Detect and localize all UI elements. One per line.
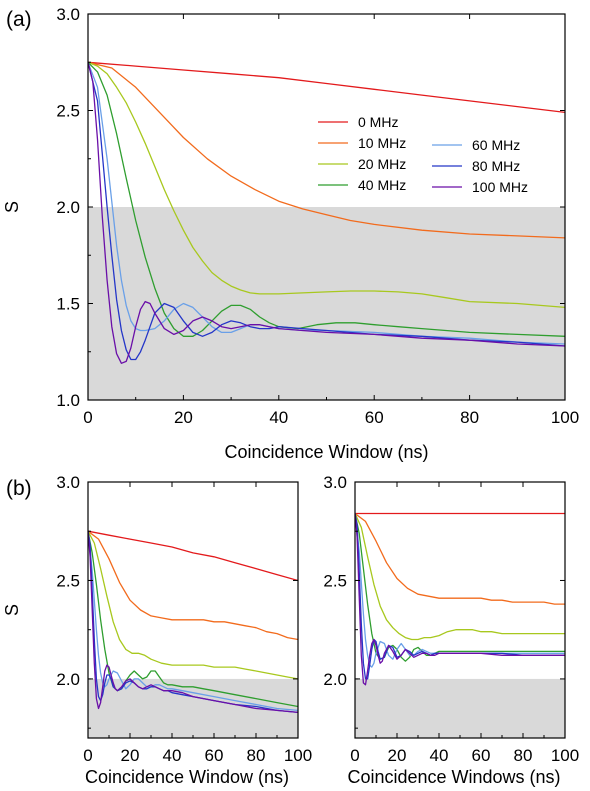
y-tick-label: 2.0 [56, 670, 80, 689]
panel-label-a: (a) [6, 8, 32, 31]
x-axis-label: Coincidence Window (ns) [85, 767, 289, 787]
y-tick-label: 1.0 [56, 391, 80, 410]
y-axis-label: S [2, 604, 22, 616]
series-line-20-mhz [355, 513, 565, 641]
legend-label: 0 MHz [358, 114, 398, 130]
series-line-20-mhz [88, 61, 565, 309]
plots: 0 20 40 60 80 100 1.0 1.5 2.0 2.5 3.0 Coincidence W… [2, 5, 579, 787]
shaded-region [88, 678, 298, 738]
series-line-100-mhz [88, 531, 298, 714]
series-line-100-mhz [88, 62, 565, 364]
series-group [88, 530, 298, 714]
x-tick-label: 40 [269, 408, 288, 427]
x-axis-label: Coincidence Window (ns) [224, 442, 428, 462]
x-tick-label: 0 [83, 408, 92, 427]
x-tick-label: 80 [460, 408, 479, 427]
y-tick-label: 2.0 [323, 670, 347, 689]
panel-b-right: 0 20 40 60 80 100 2.0 2.5 3.0 Coincidence Windows… [323, 473, 579, 787]
series-line-40-mhz [88, 61, 565, 337]
series-line-10-mhz [88, 530, 298, 641]
series-line-20-mhz [88, 530, 298, 680]
legend-label: 10 MHz [358, 135, 406, 151]
x-tick-label: 40 [430, 746, 449, 765]
y-tick-label: 2.5 [56, 102, 80, 121]
y-tick-label: 2.0 [56, 198, 80, 217]
x-tick-label: 60 [472, 746, 491, 765]
y-tick-label: 2.5 [323, 571, 347, 590]
series-group [88, 61, 565, 364]
x-tick-label: 0 [350, 746, 359, 765]
panel-label-b: (b) [6, 477, 32, 500]
y-tick-label: 3.0 [323, 473, 347, 492]
x-axis-label: Coincidence Windows (ns) [347, 767, 560, 787]
x-tick-label: 80 [247, 746, 266, 765]
x-tick-label: 20 [174, 408, 193, 427]
series-line-10-mhz [355, 512, 565, 605]
y-tick-label: 3.0 [56, 473, 80, 492]
legend-label: 60 MHz [472, 137, 520, 153]
series-line-60-mhz [355, 513, 565, 668]
legend-label: 40 MHz [358, 177, 406, 193]
x-tick-label: 60 [205, 746, 224, 765]
series-line-80-mhz [355, 513, 565, 680]
shaded-region [88, 207, 565, 400]
shaded-region [355, 678, 565, 738]
legend-label: 100 MHz [472, 179, 528, 195]
series-line-10-mhz [88, 61, 565, 239]
series-line-80-mhz [88, 62, 565, 361]
x-tick-label: 80 [514, 746, 533, 765]
y-tick-label: 1.5 [56, 295, 80, 314]
x-tick-label: 100 [284, 746, 312, 765]
y-axis-label: S [2, 201, 22, 213]
y-tick-label: 2.5 [56, 571, 80, 590]
x-tick-label: 0 [83, 746, 92, 765]
series-line-40-mhz [355, 513, 565, 662]
legend-label: 80 MHz [472, 158, 520, 174]
legend: 0 MHz 10 MHz 20 MHz 40 MHz 60 MHz 80 MHz 100 M… [318, 114, 528, 195]
series-line-0-mhz [88, 61, 565, 114]
series-line-0-mhz [88, 530, 298, 582]
x-tick-label: 40 [163, 746, 182, 765]
series-line-100-mhz [355, 513, 565, 686]
panel-a: 0 20 40 60 80 100 1.0 1.5 2.0 2.5 3.0 Coincidence W… [2, 5, 579, 462]
series-line-80-mhz [88, 531, 298, 714]
legend-label: 20 MHz [358, 156, 406, 172]
x-tick-label: 20 [388, 746, 407, 765]
panel-b-left: 0 20 40 60 80 100 2.0 2.5 3.0 Coincidence Window … [2, 473, 312, 787]
y-tick-label: 3.0 [56, 5, 80, 24]
x-tick-label: 20 [121, 746, 140, 765]
x-tick-label: 100 [551, 746, 579, 765]
series-group [355, 512, 565, 686]
x-tick-label: 100 [551, 408, 579, 427]
x-tick-label: 60 [365, 408, 384, 427]
